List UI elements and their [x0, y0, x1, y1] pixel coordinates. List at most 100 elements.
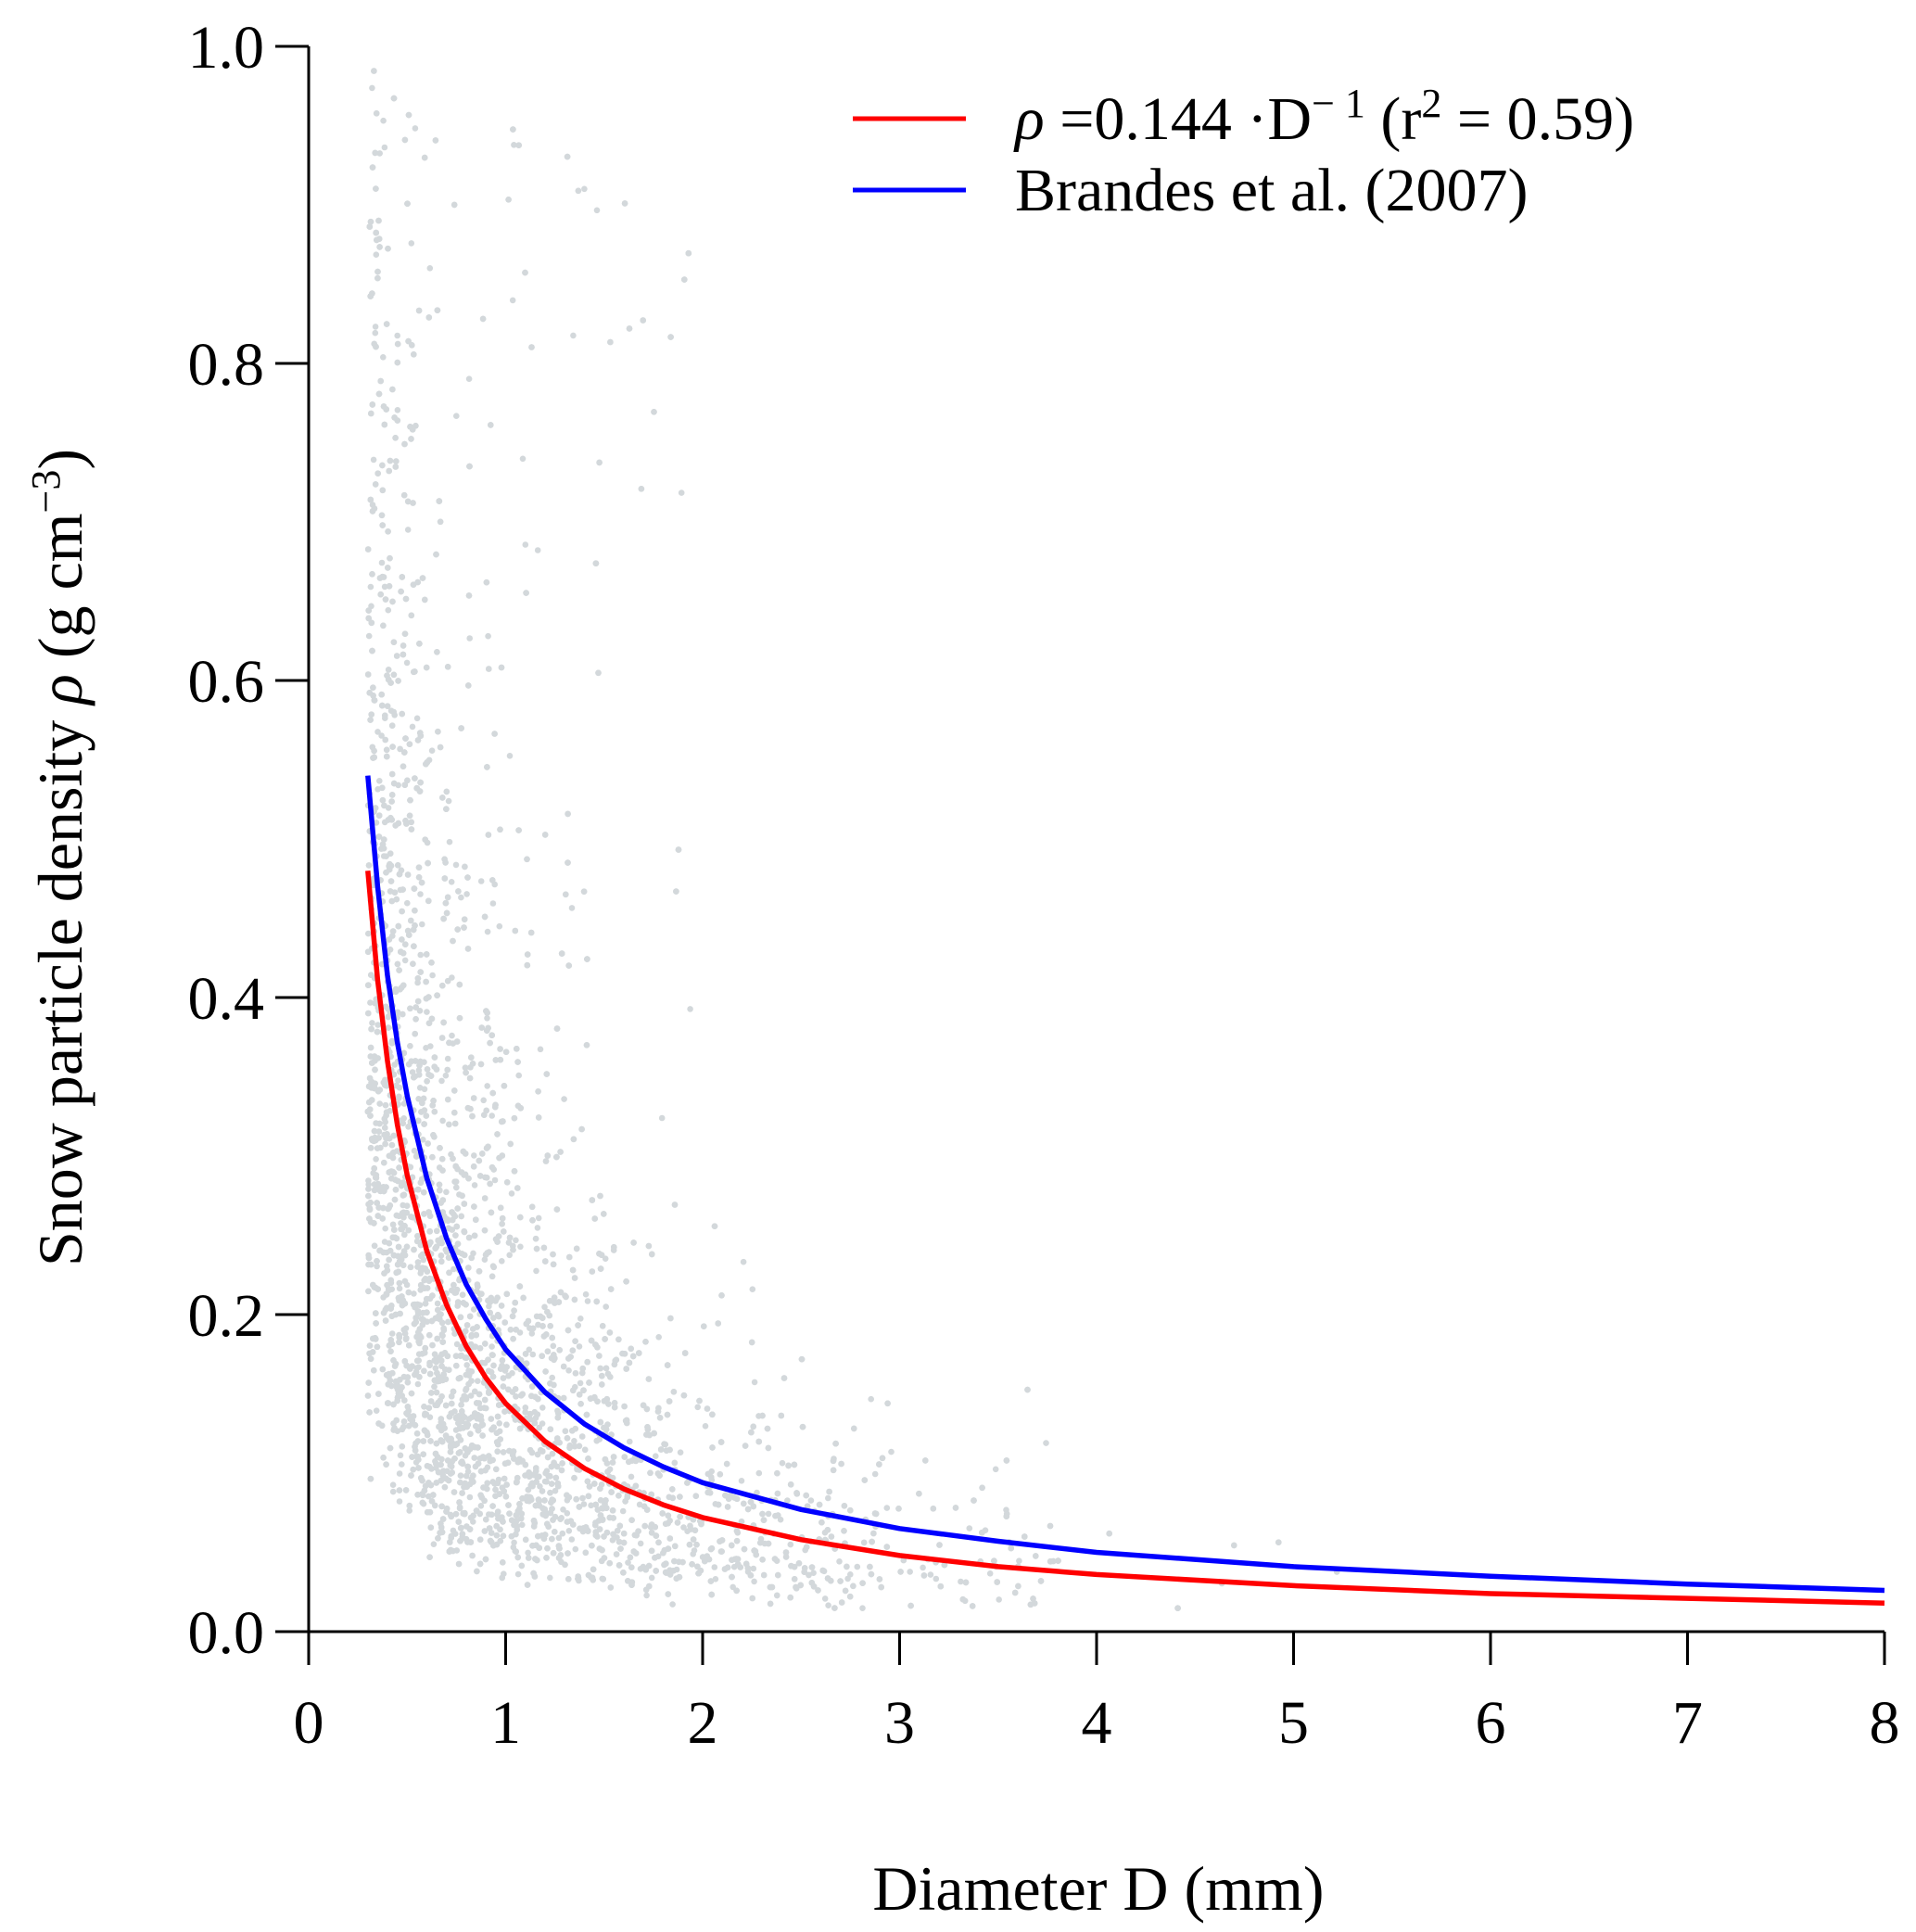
scatter-point: [383, 1290, 390, 1297]
scatter-point: [379, 487, 387, 494]
scatter-point: [371, 1127, 378, 1135]
scatter-point: [389, 744, 396, 750]
scatter-point: [432, 1365, 439, 1372]
scatter-point: [831, 1605, 838, 1611]
scatter-point: [656, 1415, 664, 1421]
scatter-point: [458, 894, 464, 901]
scatter-point: [438, 1077, 445, 1085]
scatter-point: [883, 1505, 891, 1511]
scatter-point: [395, 678, 401, 684]
scatter-point: [515, 142, 522, 148]
scatter-point: [871, 1510, 879, 1517]
scatter-point: [496, 1420, 502, 1427]
scatter-point: [437, 1530, 443, 1536]
scatter-point: [749, 1286, 756, 1292]
scatter-point: [438, 1363, 445, 1369]
scatter-point: [572, 1338, 578, 1344]
scatter-point: [396, 1093, 402, 1100]
scatter-point: [687, 1006, 693, 1012]
scatter-point: [547, 1380, 553, 1387]
scatter-point: [423, 1411, 430, 1417]
scatter-point: [436, 498, 443, 504]
scatter-point: [847, 1506, 854, 1514]
scatter-point: [799, 1423, 806, 1430]
scatter-point: [394, 332, 401, 339]
scatter-point: [751, 1379, 758, 1386]
scatter-point: [518, 1562, 526, 1570]
scatter-point: [370, 684, 376, 691]
scatter-point: [404, 777, 411, 784]
scatter-point: [408, 240, 415, 247]
scatter-point: [501, 1475, 508, 1482]
scatter-point: [569, 1266, 577, 1274]
scatter-point: [373, 1336, 379, 1342]
scatter-point: [528, 1330, 536, 1337]
scatter-point: [417, 891, 424, 897]
scatter-point: [388, 1040, 396, 1047]
scatter-point: [431, 1054, 438, 1061]
scatter-point: [467, 1430, 474, 1437]
scatter-point: [372, 999, 378, 1007]
scatter-point: [636, 1350, 642, 1356]
scatter-point: [428, 747, 436, 754]
scatter-point: [370, 456, 377, 464]
scatter-point: [1024, 1386, 1031, 1393]
scatter-point: [421, 1211, 427, 1217]
scatter-point: [468, 1254, 475, 1262]
scatter-point: [378, 512, 386, 519]
scatter-point: [383, 321, 390, 327]
scatter-point: [830, 1467, 837, 1474]
scatter-point: [416, 1338, 423, 1345]
scatter-point: [489, 1273, 496, 1280]
scatter-point: [741, 1500, 747, 1507]
scatter-point: [400, 651, 407, 658]
scatter-point: [692, 1527, 699, 1533]
scatter-point: [979, 1529, 985, 1536]
scatter-point: [525, 1549, 531, 1557]
scatter-point: [666, 1567, 673, 1574]
scatter-point: [575, 1574, 582, 1582]
scatter-point: [652, 1555, 658, 1561]
scatter-point: [400, 1252, 407, 1258]
scatter-point: [577, 1401, 584, 1407]
scatter-point: [463, 1472, 470, 1480]
scatter-point: [415, 1186, 422, 1193]
scatter-point: [390, 780, 398, 787]
scatter-point: [507, 1327, 514, 1333]
scatter-point: [425, 1209, 432, 1215]
scatter-point: [411, 943, 417, 949]
scatter-point: [1011, 1589, 1019, 1596]
scatter-point: [451, 1455, 458, 1462]
scatter-point: [459, 1490, 465, 1496]
scatter-point: [1033, 1553, 1039, 1559]
scatter-point: [369, 508, 376, 515]
scatter-point: [376, 575, 384, 581]
scatter-point: [431, 1351, 438, 1358]
scatter-point: [465, 1175, 472, 1182]
scatter-point: [576, 1443, 583, 1450]
scatter-point: [509, 297, 516, 304]
scatter-point: [549, 1496, 555, 1503]
scatter-point: [397, 745, 403, 753]
scatter-point: [424, 1295, 430, 1303]
scatter-point: [475, 1427, 482, 1434]
scatter-point: [385, 606, 392, 614]
scatter-point: [575, 187, 582, 195]
scatter-point: [366, 223, 374, 230]
scatter-point: [461, 924, 467, 931]
scatter-point: [381, 144, 388, 151]
scatter-point: [782, 1549, 790, 1556]
scatter-point: [633, 1532, 640, 1539]
scatter-point: [451, 1213, 459, 1220]
scatter-point: [627, 1438, 633, 1445]
scatter-point: [421, 154, 428, 161]
scatter-point: [580, 888, 588, 895]
scatter-point: [407, 1005, 413, 1012]
scatter-point: [369, 1060, 375, 1066]
scatter-point: [402, 735, 409, 742]
scatter-point: [920, 1564, 926, 1571]
scatter-point: [475, 1460, 482, 1467]
scatter-point: [390, 671, 398, 679]
scatter-point: [438, 1351, 445, 1358]
scatter-point: [500, 1118, 506, 1125]
